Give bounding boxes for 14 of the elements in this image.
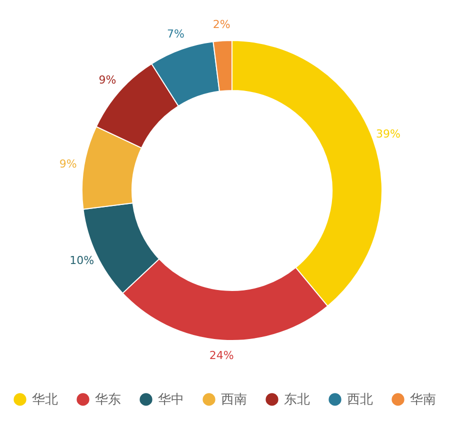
legend-label: 西南 (221, 392, 247, 408)
legend-label: 华中 (158, 392, 184, 408)
legend-label: 西北 (347, 392, 373, 408)
data-label: 9% (59, 158, 77, 171)
data-label: 10% (70, 254, 94, 268)
data-label: 9% (98, 74, 116, 87)
data-label: 7% (167, 27, 184, 40)
legend-label: 东北 (284, 392, 310, 408)
data-label: 2% (212, 18, 230, 31)
data-label: 24% (209, 349, 234, 362)
legend-label: 华北 (32, 392, 58, 408)
data-label: 39% (376, 127, 400, 140)
legend-label: 华南 (410, 392, 436, 408)
legend-label: 华东 (95, 392, 121, 408)
